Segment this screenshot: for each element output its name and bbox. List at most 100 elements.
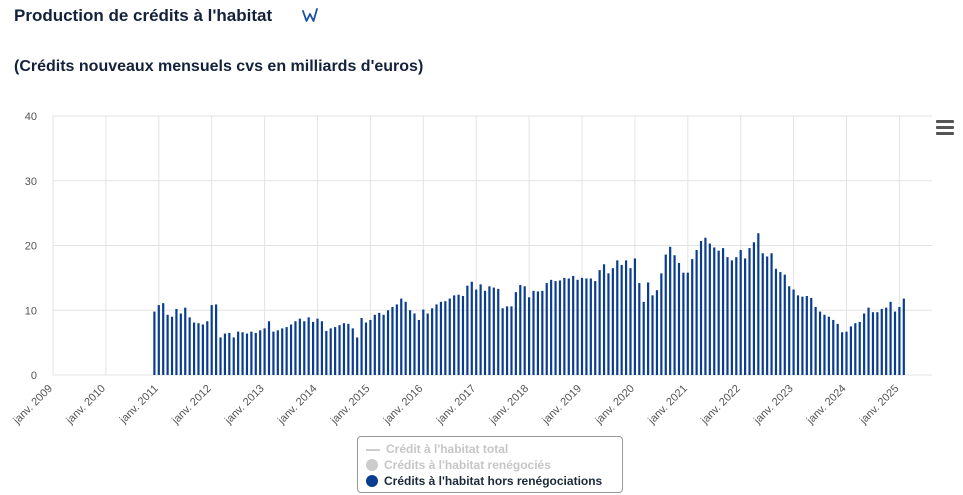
bar (201, 324, 204, 375)
bar (197, 323, 200, 375)
x-tick-label: janv. 2017 (434, 383, 479, 428)
bar (713, 247, 716, 375)
bar (378, 312, 381, 375)
bar (228, 332, 231, 375)
bar (307, 317, 310, 375)
bar (774, 268, 778, 375)
bar (334, 327, 337, 375)
bar (281, 328, 284, 375)
bar (461, 296, 465, 375)
bar (475, 289, 478, 375)
bar (395, 304, 398, 375)
bar (166, 314, 169, 375)
y-tick-label: 30 (25, 176, 37, 188)
bar (788, 286, 791, 375)
x-tick-label: janv. 2020 (593, 383, 638, 428)
bar (303, 321, 306, 375)
bar (210, 305, 213, 375)
bar (338, 325, 341, 375)
bar (863, 313, 866, 375)
bar (523, 286, 526, 375)
bar (563, 277, 566, 376)
bar (550, 279, 553, 375)
bar (867, 307, 870, 375)
bar (391, 307, 394, 375)
bar (664, 254, 667, 375)
bar (316, 318, 319, 375)
bar (285, 327, 288, 375)
bar (602, 264, 606, 375)
bar (598, 270, 601, 375)
bar (766, 256, 769, 375)
bar (170, 316, 174, 375)
x-tick-label: janv. 2012 (169, 383, 214, 428)
bar (624, 260, 628, 375)
bar (206, 321, 209, 375)
bar (505, 306, 509, 375)
bar (536, 291, 540, 375)
bar (241, 332, 244, 375)
bar (748, 248, 751, 375)
bar (347, 323, 350, 375)
bar (735, 257, 738, 375)
x-tick-label: janv. 2019 (540, 383, 585, 428)
bar (647, 282, 650, 375)
bar (351, 328, 354, 375)
bar (545, 283, 548, 375)
bar (699, 240, 703, 375)
bar (726, 257, 729, 375)
x-tick-label: janv. 2018 (487, 383, 532, 428)
bar (889, 301, 892, 375)
bar (589, 278, 592, 375)
bar (717, 250, 720, 375)
x-tick-label: janv. 2013 (222, 383, 267, 428)
legend-item-hors-renegociations[interactable]: Crédits à l'habitat hors renégociations (366, 473, 602, 489)
bar (448, 298, 451, 375)
bar (616, 260, 619, 375)
bar (871, 312, 875, 375)
bar (580, 277, 584, 376)
bar (311, 321, 315, 375)
bar (215, 304, 218, 375)
page-title: Production de crédits à l'habitat (14, 6, 273, 25)
bar (259, 330, 262, 375)
bar (691, 259, 694, 375)
bar (761, 253, 764, 375)
bar (232, 337, 235, 375)
bar (620, 264, 623, 375)
bar (836, 323, 839, 375)
legend-item-total[interactable]: Crédit à l'habitat total (366, 441, 508, 457)
bar (457, 294, 460, 375)
bar (431, 308, 434, 375)
bar (704, 237, 707, 375)
bar (814, 307, 817, 375)
bar (893, 311, 897, 375)
bar (796, 295, 800, 375)
x-tick-label: janv. 2025 (857, 383, 902, 428)
bar (532, 290, 535, 375)
bar (898, 307, 901, 375)
bar (858, 321, 861, 375)
bar (752, 242, 756, 375)
bar (435, 304, 438, 375)
x-tick-label: janv. 2016 (381, 383, 426, 428)
x-tick-label: janv. 2010 (64, 383, 109, 428)
bar (492, 287, 495, 375)
bar (558, 280, 562, 375)
bar (845, 331, 848, 375)
legend-label-total: Crédit à l'habitat total (386, 442, 509, 456)
legend-item-renegocies[interactable]: Crédits à l'habitat renégociés (366, 457, 551, 473)
bar (902, 298, 905, 375)
bar (364, 322, 368, 375)
bar (673, 255, 676, 375)
x-tick-label: janv. 2011 (117, 383, 161, 427)
bar (885, 307, 888, 375)
line-icon (366, 448, 380, 451)
bar (250, 331, 253, 375)
bar (223, 333, 227, 375)
bar (470, 281, 473, 375)
bar (320, 321, 324, 375)
bar (417, 319, 420, 375)
bar (638, 283, 641, 375)
hamburger-menu-icon[interactable] (936, 120, 954, 136)
